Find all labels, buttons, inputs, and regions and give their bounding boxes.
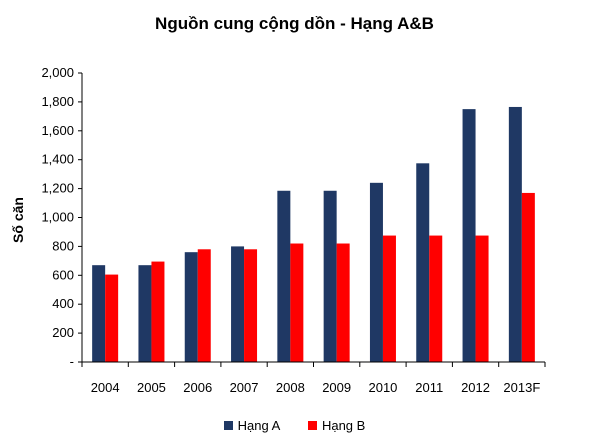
bar-series-a-2009 (323, 190, 337, 362)
x-tick-label-2006: 2006 (183, 380, 212, 395)
bar-series-a-2013F (508, 106, 522, 363)
legend: Hạng A Hạng B (0, 418, 589, 433)
bar-series-a-2008 (277, 190, 291, 362)
x-tick-label-2007: 2007 (230, 380, 259, 395)
y-tick-label: 1,800 (41, 94, 74, 109)
legend-label-series-b: Hạng B (321, 418, 366, 433)
y-tick-label: 800 (52, 238, 74, 253)
bar-series-b-2008 (290, 243, 304, 362)
bar-series-a-2004 (92, 265, 106, 362)
x-ticks-group: 2004 2005 2006 2007 2008 2009 2010 2011 2012 2013… (81, 362, 546, 395)
bar-series-a-2006 (184, 252, 198, 362)
bar-series-b-2005 (151, 261, 165, 362)
y-tick-label: 600 (52, 267, 74, 282)
bar-series-a-2007 (231, 246, 245, 362)
bar-series-b-2004 (105, 274, 119, 362)
y-ticks-group: - 200 400 600 800 1,000 1,200 1,400 1,600 1,800 2,… (41, 65, 82, 369)
bar-series-a-2005 (138, 265, 152, 362)
legend-swatch-series-b (307, 421, 317, 430)
bar-series-b-2010 (382, 235, 396, 362)
legend-swatch-series-a (223, 421, 233, 430)
x-tick-label-2005: 2005 (137, 380, 166, 395)
x-tick-label-2012: 2012 (461, 380, 490, 395)
x-tick-label-2013F: 2013F (503, 380, 540, 395)
y-tick-label: 400 (52, 296, 74, 311)
y-tick-label: 1,000 (41, 210, 74, 225)
chart-title: Nguồn cung cộng dồn - Hạng A&B (155, 14, 434, 33)
y-tick-label: 2,000 (41, 65, 74, 80)
x-tick-label-2009: 2009 (322, 380, 351, 395)
bars-group (92, 106, 535, 363)
bar-series-b-2009 (336, 243, 350, 362)
bar-series-a-2010 (369, 182, 383, 362)
bar-series-b-2007 (244, 249, 258, 362)
x-tick-label-2008: 2008 (276, 380, 305, 395)
bar-series-b-2012 (475, 235, 489, 362)
y-tick-label: 1,200 (41, 181, 74, 196)
bar-series-b-2013F (521, 192, 535, 362)
x-tick-label-2011: 2011 (415, 380, 443, 395)
y-tick-label: - (70, 354, 74, 369)
y-tick-label: 200 (52, 325, 74, 340)
bar-series-b-2006 (197, 249, 211, 362)
y-tick-label: 1,600 (41, 123, 74, 138)
bar-series-a-2012 (462, 109, 476, 362)
x-tick-label-2004: 2004 (91, 380, 120, 395)
x-tick-label-2010: 2010 (368, 380, 397, 395)
bar-series-b-2011 (429, 235, 443, 362)
legend-item-series-a: Hạng A (223, 418, 281, 433)
legend-item-series-b: Hạng B (307, 418, 366, 433)
y-tick-label: 1,400 (41, 152, 74, 167)
bar-series-a-2011 (416, 163, 430, 362)
legend-label-series-a: Hạng A (237, 418, 281, 433)
